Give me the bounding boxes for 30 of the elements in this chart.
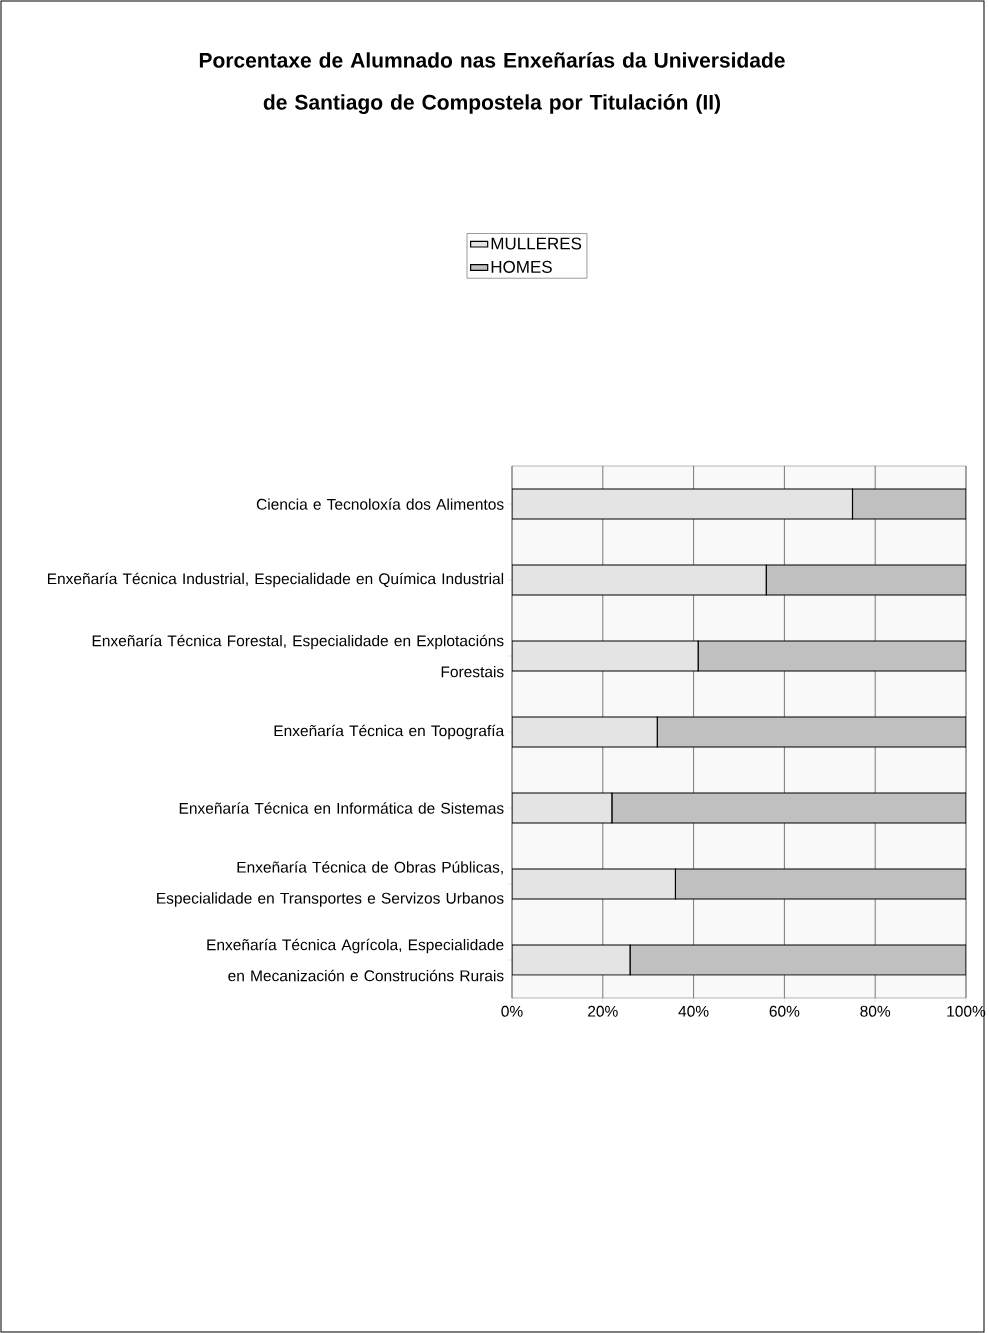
y-tick-label: Enxeñaría Técnica en Informática de Sistemas [179,802,504,814]
bar [511,944,631,976]
x-tick-label: 40% [678,1005,709,1017]
bar [511,868,676,900]
bar [511,488,854,520]
y-tick-label: Enxeñaría Técnica Forestal, Especialidade en Explotacións Forestais [92,634,504,678]
bar [611,792,966,824]
legend-label: MULLERES [491,237,582,250]
bar [674,868,966,900]
legend-label: HOMES [491,260,552,273]
bar [697,640,966,672]
y-tick-label: Enxeñaría Técnica Agrícola, Especialidade en Mecanización e Construcións Rurais [207,938,504,982]
y-tick-label: Enxeñaría Técnica Industrial, Especialidade en Química Industrial [47,572,504,588]
bar [511,792,613,824]
bar [511,564,767,596]
y-tick-label: Ciencia e Tecnoloxía dos Alimentos [256,498,504,510]
x-tick-label: 0% [501,1005,523,1017]
chart-title: Porcentaxe de Alumnado nas Enxeñarías da Universidade de Santiago de Compostela por Titulación (II) [199,52,785,114]
bar [629,944,966,976]
x-tick-label: 20% [588,1005,618,1017]
x-tick-label: 80% [860,1005,891,1017]
bar [511,640,699,672]
y-tick-label: Enxeñaría Técnica de Obras Públicas, Especialidade en Transportes e Servizos Urbanos [157,861,504,907]
y-tick-label: Enxeñaría Técnica en Topografía [274,724,505,740]
bar [851,488,966,520]
x-tick-label: 60% [769,1005,800,1017]
bar [656,716,966,748]
x-tick-label: 100% [947,1005,986,1017]
bar [511,716,658,748]
bar [765,564,966,596]
